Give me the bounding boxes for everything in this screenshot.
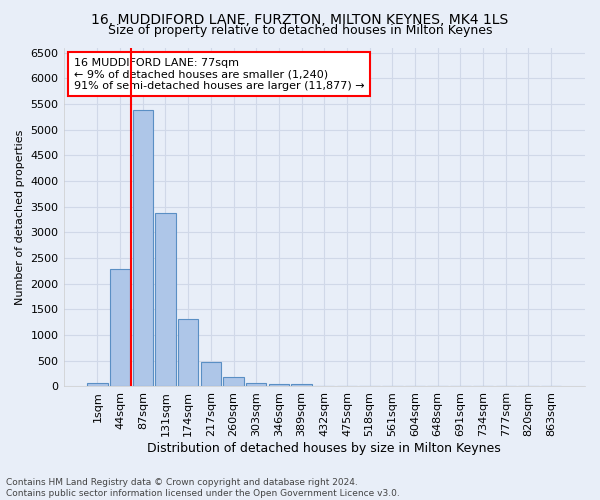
Bar [178, 319, 199, 386]
Text: 16, MUDDIFORD LANE, FURZTON, MILTON KEYNES, MK4 1LS: 16, MUDDIFORD LANE, FURZTON, MILTON KEYN… [91, 12, 509, 26]
Y-axis label: Number of detached properties: Number of detached properties [15, 130, 25, 304]
Bar [133, 110, 153, 386]
Bar [223, 377, 244, 386]
Bar [155, 213, 176, 386]
Bar [292, 384, 312, 386]
Bar [246, 382, 266, 386]
Bar [110, 269, 130, 386]
Text: 16 MUDDIFORD LANE: 77sqm
← 9% of detached houses are smaller (1,240)
91% of semi: 16 MUDDIFORD LANE: 77sqm ← 9% of detache… [74, 58, 365, 91]
X-axis label: Distribution of detached houses by size in Milton Keynes: Distribution of detached houses by size … [148, 442, 501, 455]
Bar [200, 362, 221, 386]
Bar [269, 384, 289, 386]
Text: Size of property relative to detached houses in Milton Keynes: Size of property relative to detached ho… [108, 24, 492, 37]
Text: Contains HM Land Registry data © Crown copyright and database right 2024.
Contai: Contains HM Land Registry data © Crown c… [6, 478, 400, 498]
Bar [87, 383, 107, 386]
